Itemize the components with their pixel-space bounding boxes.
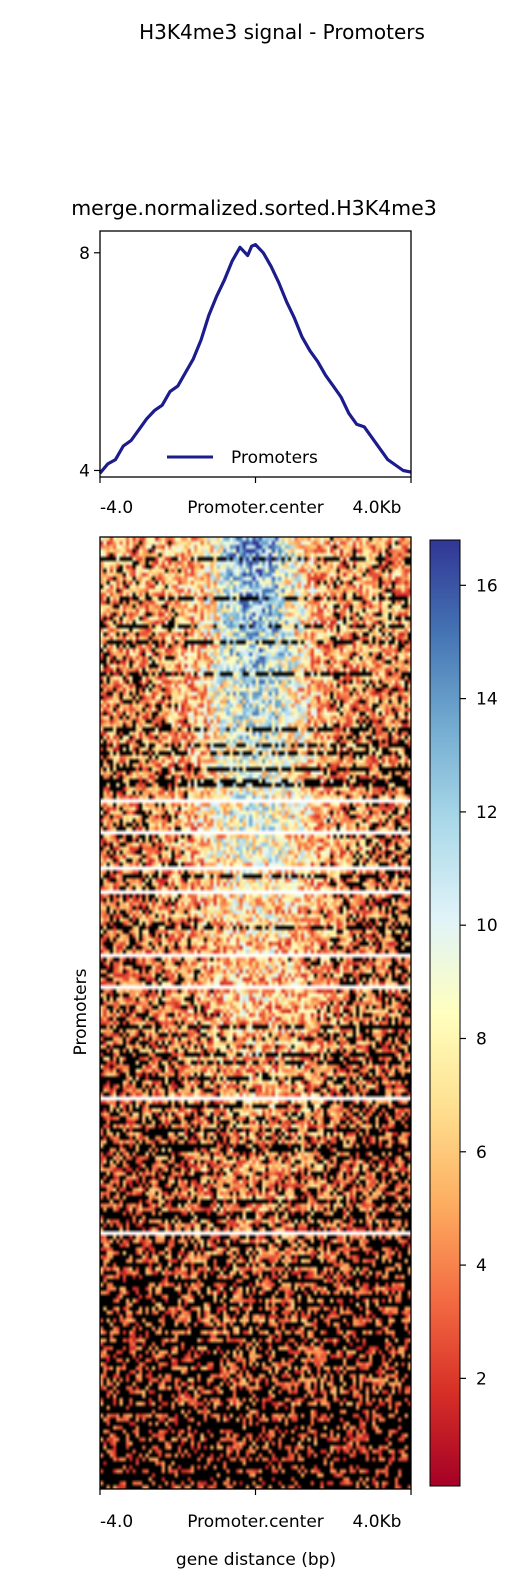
colorbar-tick-label: 2 <box>476 1369 487 1389</box>
colorbar-tick-label: 8 <box>476 1029 487 1049</box>
profile-frame <box>99 230 412 478</box>
heatmap-x-axis-label: gene distance (bp) <box>176 1550 336 1570</box>
heatmap-x-tick-label: 4.0Kb <box>353 1512 402 1532</box>
colorbar: 2 4 6 8 10 12 14 16 <box>429 539 498 1487</box>
colorbar-ticks: 2 4 6 8 10 12 14 16 <box>460 576 498 1389</box>
legend-label-promoters: Promoters <box>231 448 318 468</box>
profile-x-tick-label: Promoter.center <box>187 498 324 518</box>
heatmap-x-ticks: -4.0 Promoter.center 4.0Kb <box>99 1489 412 1532</box>
profile-series-line-0 <box>98 243 412 475</box>
profile-series-lines <box>98 243 412 475</box>
colorbar-tick-label: 10 <box>476 916 498 936</box>
profile-plot: merge.normalized.sorted.H3K4me3 48 -4.0 P… <box>71 196 437 518</box>
colorbar-tick-label: 16 <box>476 576 498 596</box>
heatmap-x-tick-label: -4.0 <box>100 1512 133 1532</box>
profile-title: merge.normalized.sorted.H3K4me3 <box>71 196 437 220</box>
figure-suptitle: H3K4me3 signal - Promoters <box>139 20 425 44</box>
heatmap-image <box>100 537 411 1489</box>
colorbar-gradient <box>429 539 461 1487</box>
colorbar-tick-label: 6 <box>476 1143 487 1163</box>
colorbar-tick-label: 12 <box>476 803 498 823</box>
profile-legend: Promoters <box>167 448 318 468</box>
colorbar-tick-label: 4 <box>476 1256 487 1276</box>
profile-x-tick-label: -4.0 <box>100 498 133 518</box>
profile-y-ticks: 48 <box>79 244 100 481</box>
heatmap-y-axis-label: Promoters <box>71 968 91 1055</box>
profile-x-tick-label: 4.0Kb <box>353 498 402 518</box>
heatmap-plot: -4.0 Promoter.center 4.0Kb gene distance (… <box>71 536 412 1570</box>
profile-y-tick-label: 4 <box>79 461 90 481</box>
heatmap-x-tick-label: Promoter.center <box>187 1512 324 1532</box>
colorbar-tick-label: 14 <box>476 690 498 710</box>
profile-x-ticks: -4.0 Promoter.center 4.0Kb <box>99 477 412 518</box>
profile-y-tick-label: 8 <box>79 244 90 264</box>
